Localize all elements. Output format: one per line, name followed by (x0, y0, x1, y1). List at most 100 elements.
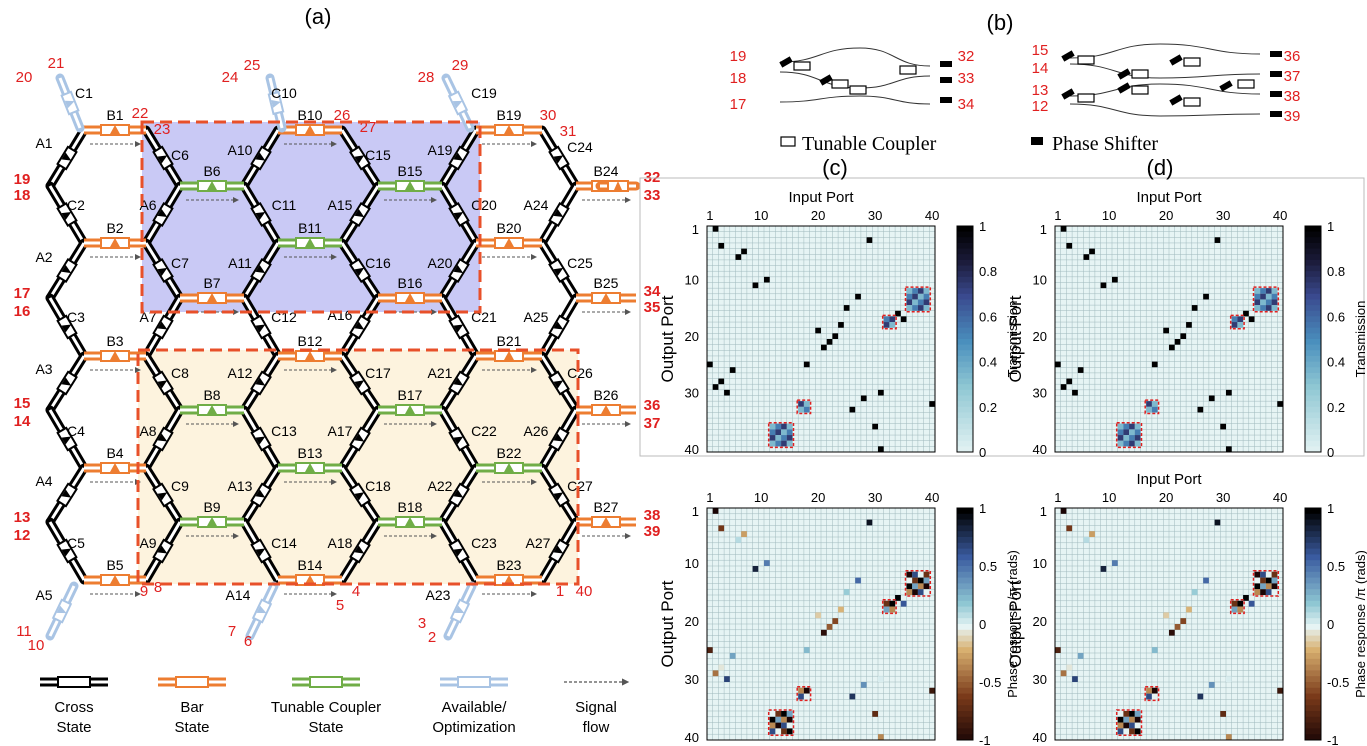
colorbar-segment (1305, 333, 1321, 340)
bar-coupler (180, 180, 244, 203)
c-label: C18 (365, 478, 391, 494)
tunable-coupler-icon (899, 65, 917, 75)
heatmap-cell (775, 423, 782, 430)
region-yellow-border (136, 348, 580, 586)
cross-state-coupler (141, 517, 185, 585)
heatmap-cell (1260, 293, 1266, 300)
a-label: A21 (428, 365, 453, 381)
phase-shifter-icon (1117, 68, 1131, 80)
colorbar-segment (957, 322, 973, 329)
heatmap-cell (1129, 423, 1135, 430)
heatmap-cell (849, 693, 856, 700)
region-blue-border (140, 120, 482, 314)
heatmap-cell (1134, 722, 1141, 729)
cross-state-coupler (437, 181, 481, 248)
heatmap-cell (1265, 288, 1272, 294)
y-tick-label: 20 (685, 329, 699, 344)
c-label: C15 (365, 147, 391, 163)
c-label: C20 (471, 197, 497, 213)
b-label: B8 (203, 387, 220, 403)
heatmap-cell (1265, 299, 1272, 306)
y-tick-label: 40 (1033, 730, 1047, 745)
colorbar-segment (957, 722, 973, 729)
x-tick-label: 30 (1216, 208, 1230, 223)
heatmap-cell (906, 571, 913, 578)
a-label: A16 (328, 307, 353, 323)
colorbar-tick-label: 0.2 (1327, 400, 1345, 415)
x-tick-label: 1 (1054, 490, 1061, 505)
tunable-coupler-icon (1237, 79, 1255, 89)
colorbar-segment (957, 237, 973, 244)
colorbar-segment (957, 305, 973, 312)
colorbar-tick-label: 0 (1327, 617, 1334, 632)
port-number: 33 (644, 187, 661, 204)
colorbar-segment (957, 395, 973, 402)
heatmap-cell (786, 440, 793, 447)
highlight-box (1144, 399, 1160, 415)
heatmap-cell (1151, 361, 1158, 368)
port-number: 31 (560, 123, 577, 140)
b-label: B27 (594, 499, 619, 515)
y-tick-label: 30 (1033, 386, 1047, 401)
heatmap-cell (769, 440, 776, 447)
heatmap-cell (718, 525, 725, 532)
heatmap-cell (1066, 525, 1073, 532)
port-number: 18 (730, 70, 747, 87)
colorbar-segment (957, 310, 973, 317)
x-tick-label: 20 (811, 208, 825, 223)
heatmap-cell (832, 618, 839, 624)
a-label: A24 (524, 197, 549, 213)
port-number: 1 (556, 583, 564, 600)
heatmap-cell (1208, 682, 1215, 688)
colorbar-segment (1305, 618, 1321, 625)
heatmap-cell (798, 687, 804, 694)
a-label: A11 (228, 255, 252, 271)
b-label: B25 (594, 275, 619, 291)
colorbar-segment (1305, 429, 1321, 436)
colorbar-segment (1305, 600, 1321, 608)
colorbar-tick-label: 0.5 (1327, 559, 1345, 574)
colorbar-segment (1305, 226, 1321, 233)
heatmap-cell (1254, 305, 1261, 311)
a-label: A2 (35, 249, 52, 265)
colorbar-segment (957, 299, 973, 306)
heatmap-cell (923, 577, 930, 584)
cross-state-coupler (141, 181, 185, 248)
heatmap-cell (917, 288, 924, 294)
heatmap-cell (1191, 589, 1198, 595)
heatmap-cell (786, 423, 793, 430)
port-number: 13 (1032, 82, 1049, 99)
heatmap-cell (769, 423, 776, 430)
colorbar-segment (1305, 265, 1321, 272)
tunable-coupler-icon (831, 79, 849, 89)
heatmap-cell (1254, 577, 1261, 584)
heatmap-cell (889, 322, 896, 328)
heatmap-cell (764, 276, 770, 283)
b-label: B13 (298, 445, 323, 461)
port-number: 30 (540, 107, 557, 124)
x-tick-label: 30 (1216, 490, 1230, 505)
heatmap-cell (1203, 293, 1209, 300)
heatmap-cell (1112, 560, 1118, 566)
colorbar-segment (1305, 711, 1321, 718)
b-label: B5 (106, 557, 123, 573)
colorbar-frame (956, 507, 974, 741)
heatmap-cell (1066, 378, 1073, 385)
heatmap-cell (1117, 440, 1124, 447)
bar-coupler (278, 574, 342, 597)
heatmap-cell (1083, 254, 1090, 260)
heatmap-cell (786, 711, 793, 717)
c-label: C5 (67, 535, 85, 551)
bar-coupler (476, 462, 542, 485)
cross-state-coupler (337, 405, 383, 473)
heatmap-cell (1220, 711, 1226, 717)
heatmap-cell (917, 589, 924, 595)
heatmap-cell (1254, 589, 1261, 595)
cross-state-coupler (337, 351, 383, 415)
heatmap-cell (1055, 647, 1061, 653)
port-number: 11 (16, 623, 32, 640)
colorbar-segment (1305, 282, 1321, 289)
